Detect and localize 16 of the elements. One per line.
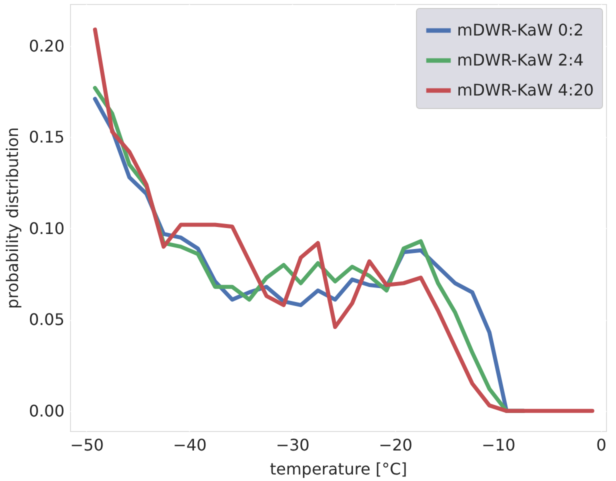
y-tick-label: 0.00 [28,401,64,420]
x-tick-label: 0 [596,436,606,454]
legend-label: mDWR-KaW 2:4 [457,50,584,70]
y-axis-title: probability distribution [2,127,22,309]
y-tick-label: 0.10 [28,218,64,238]
x-tick-label: −20 [378,436,412,454]
x-tick-label: −40 [172,436,207,454]
x-axis-title: temperature [°C] [270,460,408,478]
x-tick-label: −10 [482,436,516,454]
y-tick-label: 0.15 [28,128,64,147]
x-tick-label: −30 [276,436,310,454]
y-tick-label: 0.05 [28,310,64,330]
legend-label: mDWR-KaW 4:20 [457,80,594,100]
legend-label: mDWR-KaW 0:2 [457,20,584,40]
x-tick-label: −50 [70,436,104,454]
y-tick-label: 0.20 [28,36,64,56]
